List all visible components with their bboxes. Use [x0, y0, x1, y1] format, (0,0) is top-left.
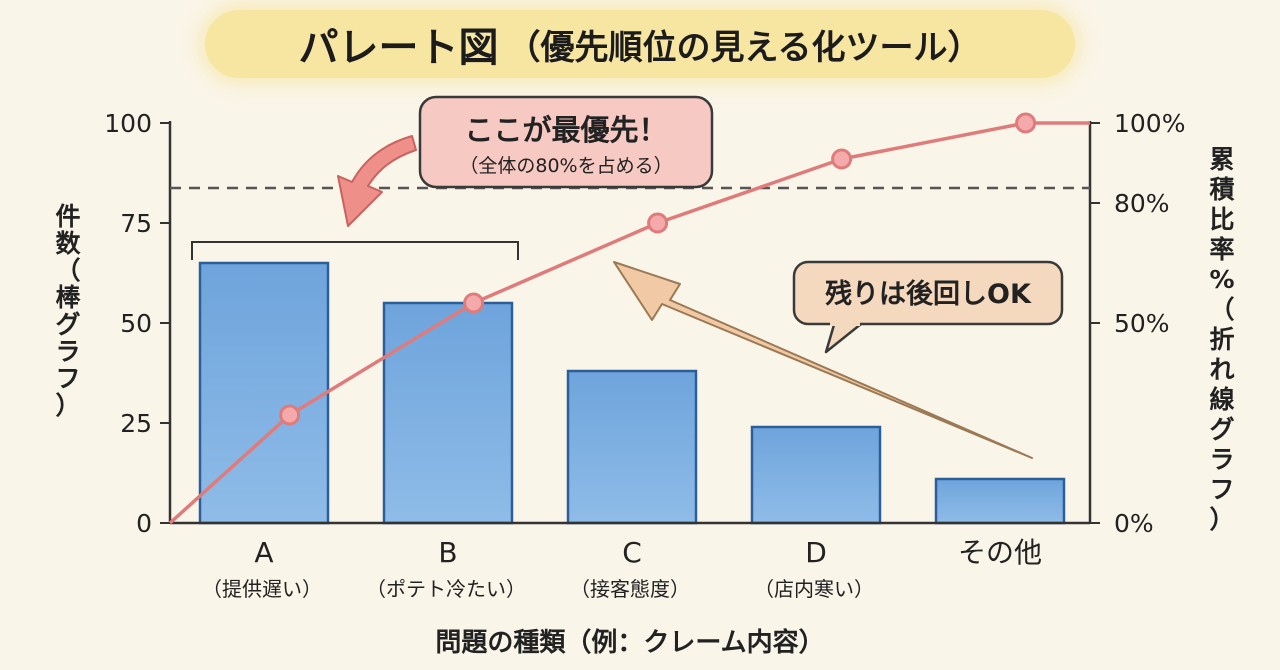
x-tick-label: C	[622, 536, 642, 569]
rest-callout	[792, 260, 1064, 326]
y-left-tick-label: 50	[120, 309, 152, 338]
y-left-tick-label: 75	[120, 209, 152, 238]
x-tick-label: その他	[958, 536, 1042, 569]
y-right-label-char: れ	[1209, 355, 1234, 384]
y-right-label-char: 積	[1209, 175, 1234, 204]
rest-callout-text: 残りは後回しOK	[825, 279, 1032, 310]
y-right-tick-label: 100%	[1114, 109, 1185, 138]
y-right-label-char: 線	[1209, 385, 1234, 414]
y-left-label-char: ラ	[55, 337, 80, 366]
x-tick-sublabel: （提供遅い）	[202, 577, 322, 601]
y-left-label-char: 件	[55, 202, 80, 231]
y-right-label-char: ）	[1209, 505, 1234, 534]
y-right-label-char: %	[1209, 265, 1234, 294]
cumulative-point-1	[279, 404, 301, 426]
x-tick-label: A	[254, 536, 273, 569]
title-highlight	[205, 10, 1075, 78]
y-left-label-char: ）	[55, 391, 80, 420]
y-left-tick-label: 100	[104, 109, 152, 138]
bar-1	[198, 261, 330, 525]
y-right-label-char: 累	[1209, 145, 1234, 174]
chart-title-main: パレート図	[298, 25, 499, 71]
priority-callout	[418, 95, 714, 189]
bar-3	[566, 369, 698, 525]
cumulative-point-2	[463, 292, 485, 314]
x-axis-label: 問題の種類（例：クレーム内容）	[435, 627, 824, 658]
cumulative-point-5	[1015, 112, 1037, 134]
cumulative-point-4	[831, 148, 853, 170]
x-tick-sublabel: （ポテト冷たい）	[366, 577, 526, 601]
y-right-label-char: フ	[1209, 475, 1234, 504]
annotations-layer: ここが最優先！ （全体の80%を占める） 残りは後回しOK	[191, 95, 1064, 459]
y-right-label-char: （	[1209, 295, 1234, 324]
y-left-label-char: 数	[55, 229, 81, 258]
chart-title: パレート図 （優先順位の見える化ツール）	[220, 12, 1060, 76]
y-left-label-char: 棒	[55, 283, 81, 312]
y-left-tick-label: 25	[120, 409, 152, 438]
y-right-label-char: ラ	[1209, 445, 1234, 474]
y-right-label-char: 折	[1209, 325, 1234, 354]
bar-4	[750, 425, 882, 525]
y-left-label-char: フ	[55, 364, 80, 393]
priority-callout-sub: （全体の80%を占める）	[459, 155, 672, 177]
bar-2	[382, 301, 514, 525]
x-tick-label: D	[805, 536, 827, 569]
y-right-tick-label: 50%	[1114, 309, 1170, 338]
y-left-label-char: グ	[55, 310, 80, 339]
priority-bracket	[191, 241, 519, 260]
y-right-tick-label: 0%	[1114, 509, 1154, 538]
x-tick-sublabel: （店内寒い）	[754, 577, 874, 601]
y-right-label-char: グ	[1209, 415, 1234, 444]
y-right-label-char: 比	[1209, 205, 1234, 234]
priority-arrow	[337, 135, 417, 227]
rest-callout-tail-cover	[830, 318, 860, 326]
labels-layer: 0 25 50 75 100 0% 50% 80% 100% A （提供遅い） B （ポテト冷たい） C （…	[55, 109, 1234, 658]
rest-arrow	[613, 261, 1033, 459]
cumulative-point-3	[647, 212, 669, 234]
y-left-tick-label: 0	[136, 509, 152, 538]
y-right-label-char: 率	[1209, 235, 1234, 264]
y-left-label-char: （	[55, 256, 80, 285]
line-layer	[168, 112, 1090, 525]
x-tick-label: B	[438, 536, 457, 569]
x-tick-sublabel: （接客態度）	[570, 577, 690, 601]
chart-title-sub: （優先順位の見える化ツール）	[506, 27, 982, 68]
priority-callout-main: ここが最優先！	[464, 113, 667, 147]
bar-5	[934, 477, 1066, 525]
y-right-tick-label: 80%	[1114, 189, 1170, 218]
